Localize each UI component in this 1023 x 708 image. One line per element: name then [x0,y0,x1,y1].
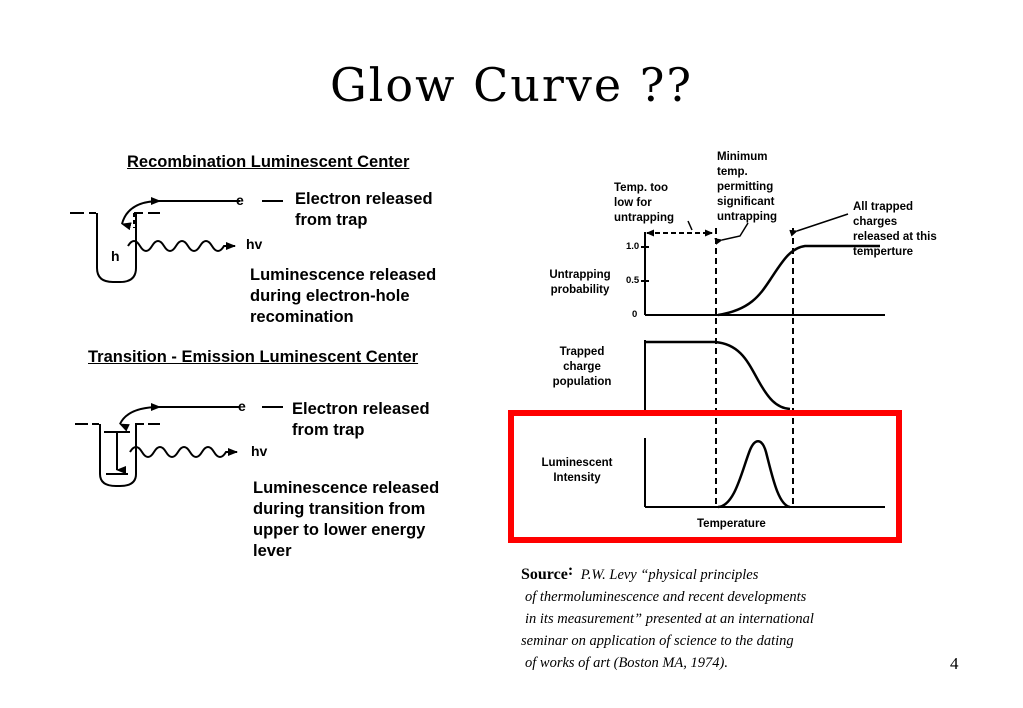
slide-title: Glow Curve ?? [329,58,694,112]
page-number: 4 [950,654,959,673]
source-line: of works of art (Boston MA, 1974). [525,655,728,671]
source-line: P.W. Levy “physical principles [580,567,759,583]
transition-heading: Transition - Emission Luminescent Center [88,348,419,366]
source-line: seminar on application of science to the… [521,633,794,649]
recombination-heading: Recombination Luminescent Center [127,153,410,171]
electron-released-label: Electron released from trap [292,400,430,439]
untrapping-ylabel: Untrapping probability [549,269,611,296]
transition-emission-label: Luminescence released during transition … [253,479,440,560]
source-line: of thermoluminescence and recent develop… [525,589,807,605]
source-colon: : [567,562,574,579]
tick-label: 0.5 [626,275,640,286]
recombination-diagram [70,197,283,283]
all-released-annotation: All trapped charges released at this tem… [853,201,937,258]
electron-symbol: e [238,398,246,414]
source-label: Source [521,566,568,583]
hole-symbol: h [111,248,120,264]
recombination-emission-label: Luminescence released during electron-ho… [250,266,437,326]
untrapping-curve [717,244,880,317]
temperature-xlabel: Temperature [697,518,766,530]
source-line: in its measurement” presented at an inte… [525,611,814,627]
transition-diagram [75,403,283,487]
glow-peak-curve [717,440,791,509]
tick-label: 1.0 [626,241,640,252]
electron-released-label: Electron released from trap [295,190,433,229]
temp-too-low-annotation: Temp. too low for untrapping [614,182,675,224]
minimum-temp-annotation: Minimum temp. permitting significant unt… [717,151,778,223]
source-citation: Source: P.W. Levy “physical principles o… [508,562,814,674]
electron-symbol: e [236,192,244,208]
trapped-curve [645,340,791,411]
photon-symbol: hv [251,443,268,459]
luminescent-ylabel: Luminescent Intensity [541,457,613,484]
trapped-ylabel: Trapped charge population [552,346,612,388]
tick-label: 0 [632,309,638,320]
photon-symbol: hv [246,236,263,252]
highlight-box [508,410,902,543]
